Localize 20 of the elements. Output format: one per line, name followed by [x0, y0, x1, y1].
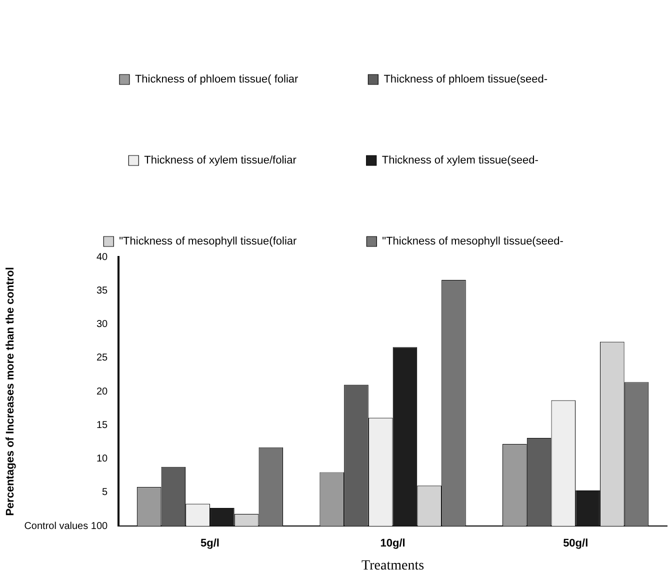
y-tick-label: 5: [102, 487, 108, 498]
y-tick-label: Control values 100: [24, 520, 108, 532]
legend-label: "Thickness of mesophyll tissue(foliar: [119, 236, 297, 248]
legend-label: Thickness of phloem tissue( foliar: [134, 74, 299, 86]
legend-label: Thickness of xylem tissue/foliar: [144, 154, 297, 167]
y-tick-label: 25: [96, 352, 108, 364]
x-tick-label: 50g/l: [563, 538, 588, 550]
y-tick-label: 40: [96, 252, 108, 263]
y-tick-label: 10: [96, 454, 108, 464]
legend-label: Thickness of phloem tissue(seed-: [384, 74, 548, 86]
y-tick-label: 35: [96, 285, 108, 296]
legend-label: "Thickness of mesophyll tissue(seed-: [382, 236, 564, 248]
y-tick-label: 30: [96, 319, 108, 330]
x-axis-title: Treatments: [362, 558, 424, 574]
y-tick-label: 15: [96, 420, 108, 431]
legend-label: Thickness of xylem tissue(seed-: [382, 154, 539, 167]
y-axis-title: Percentages of Increases more than the control: [4, 267, 17, 516]
x-tick-label: 5g/l: [200, 538, 220, 550]
y-tick-label: 20: [96, 386, 108, 398]
x-tick-label: 10g/l: [380, 538, 406, 550]
